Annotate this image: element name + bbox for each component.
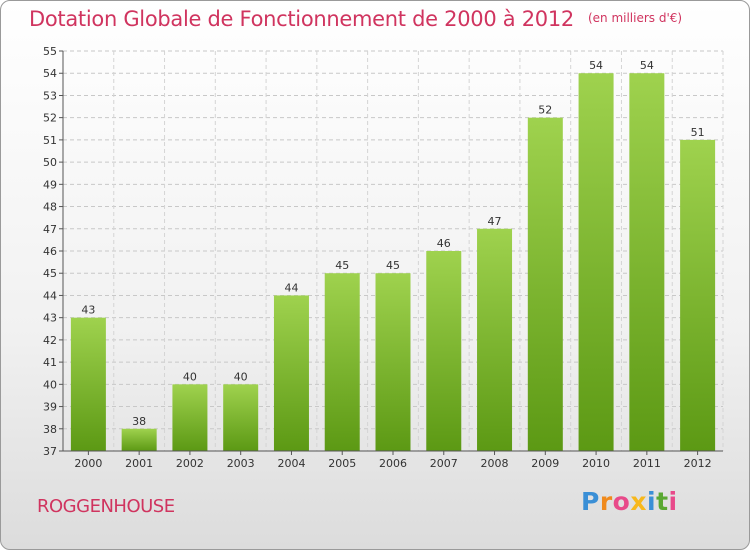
data-label: 45	[335, 259, 349, 272]
data-label: 51	[691, 126, 705, 139]
x-tick-label: 2011	[633, 457, 661, 470]
y-tick-label: 53	[43, 89, 57, 102]
y-tick-label: 52	[43, 112, 57, 125]
data-label: 40	[234, 370, 248, 383]
bar	[629, 73, 665, 451]
bar	[172, 384, 208, 451]
bar	[527, 117, 563, 452]
y-tick-label: 38	[43, 423, 57, 436]
chart-title: Dotation Globale de Fonctionnement de 20…	[29, 7, 682, 31]
y-tick-label: 44	[43, 289, 57, 302]
y-tick-label: 41	[43, 356, 57, 369]
y-tick-label: 54	[43, 67, 57, 80]
y-tick-label: 48	[43, 201, 57, 214]
y-tick-label: 49	[43, 178, 57, 191]
x-tick-label: 2010	[582, 457, 610, 470]
x-tick-label: 2001	[125, 457, 153, 470]
logo-letter: P	[581, 487, 600, 516]
logo-letter: r	[599, 487, 613, 516]
data-label: 54	[589, 59, 603, 72]
bar	[426, 251, 462, 451]
y-tick-label: 40	[43, 378, 57, 391]
bar	[70, 317, 106, 451]
proxiti-logo: Proxiti	[581, 487, 678, 516]
y-tick-label: 45	[43, 267, 57, 280]
bar	[273, 295, 309, 451]
x-tick-label: 2009	[531, 457, 559, 470]
data-label: 44	[284, 281, 298, 294]
chart-unit: (en milliers d'€)	[587, 11, 683, 25]
bar	[680, 139, 716, 451]
data-label: 54	[640, 59, 654, 72]
y-tick-label: 51	[43, 134, 57, 147]
logo-letter: x	[630, 487, 647, 516]
bar	[578, 73, 614, 451]
data-label: 47	[488, 215, 502, 228]
logo-letter: i	[647, 487, 657, 516]
bar	[477, 228, 513, 451]
x-tick-label: 2008	[481, 457, 509, 470]
data-label: 45	[386, 259, 400, 272]
chart-title-text: Dotation Globale de Fonctionnement de 20…	[29, 7, 574, 31]
y-tick-label: 55	[43, 45, 57, 58]
data-label: 46	[437, 237, 451, 250]
x-tick-label: 2000	[74, 457, 102, 470]
y-tick-label: 39	[43, 401, 57, 414]
commune-name: ROGGENHOUSE	[37, 496, 175, 517]
bar	[324, 273, 360, 451]
logo-letter: t	[656, 487, 669, 516]
logo-letter: i	[668, 487, 678, 516]
y-tick-label: 37	[43, 445, 57, 458]
data-label: 40	[183, 370, 197, 383]
y-tick-label: 50	[43, 156, 57, 169]
x-tick-label: 2002	[176, 457, 204, 470]
logo-letter: o	[612, 487, 631, 516]
data-label: 43	[81, 304, 95, 317]
x-tick-label: 2004	[277, 457, 305, 470]
bar	[121, 428, 157, 451]
bar	[375, 273, 411, 451]
data-label: 52	[538, 104, 552, 117]
y-tick-label: 47	[43, 223, 57, 236]
x-tick-label: 2005	[328, 457, 356, 470]
y-tick-label: 46	[43, 245, 57, 258]
y-tick-label: 43	[43, 312, 57, 325]
y-tick-label: 42	[43, 334, 57, 347]
bar	[223, 384, 259, 451]
data-label: 38	[132, 415, 146, 428]
x-tick-label: 2003	[227, 457, 255, 470]
x-tick-label: 2012	[684, 457, 712, 470]
x-tick-label: 2006	[379, 457, 407, 470]
x-tick-label: 2007	[430, 457, 458, 470]
